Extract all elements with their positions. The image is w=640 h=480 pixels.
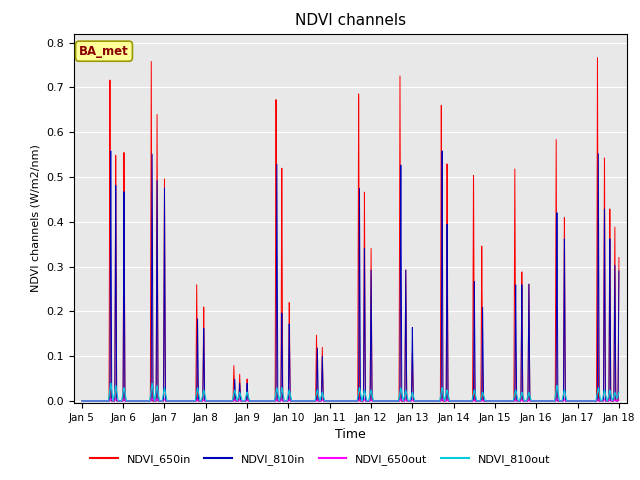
Y-axis label: NDVI channels (W/m2/nm): NDVI channels (W/m2/nm) (31, 144, 40, 292)
Legend: NDVI_650in, NDVI_810in, NDVI_650out, NDVI_810out: NDVI_650in, NDVI_810in, NDVI_650out, NDV… (85, 450, 555, 469)
NDVI_810in (284, 398, 291, 404)
Line: NDVI_810in: NDVI_810in (82, 151, 619, 401)
Line: NDVI_810out: NDVI_810out (82, 383, 619, 401)
NDVI_650in (520, 398, 527, 404)
NDVI_650out (479, 397, 486, 403)
NDVI_810out (400, 395, 408, 400)
Title: NDVI channels: NDVI channels (295, 13, 406, 28)
NDVI_810out (284, 396, 291, 402)
NDVI_810in (400, 398, 408, 404)
Line: NDVI_650in: NDVI_650in (82, 58, 619, 401)
NDVI_650out (284, 398, 291, 404)
NDVI_650out (520, 398, 527, 404)
NDVI_650in (284, 398, 291, 404)
NDVI_650out (78, 398, 86, 404)
NDVI_650out (615, 397, 623, 403)
NDVI_650out (400, 398, 408, 404)
X-axis label: Time: Time (335, 429, 366, 442)
NDVI_650in (479, 383, 486, 389)
NDVI_810out (78, 398, 86, 404)
NDVI_810in (78, 398, 86, 404)
NDVI_650in (78, 398, 86, 404)
Line: NDVI_650out: NDVI_650out (82, 399, 619, 401)
NDVI_810out (520, 395, 527, 401)
NDVI_650out (107, 396, 115, 402)
NDVI_810out (107, 380, 115, 386)
NDVI_810out (176, 398, 184, 404)
NDVI_810in (520, 398, 527, 404)
NDVI_810out (428, 398, 435, 404)
Text: BA_met: BA_met (79, 45, 129, 58)
NDVI_810in (428, 398, 435, 404)
NDVI_650in (615, 255, 623, 261)
NDVI_810out (615, 389, 623, 395)
NDVI_810in (438, 148, 446, 154)
NDVI_810in (479, 315, 486, 321)
NDVI_810out (479, 389, 486, 395)
NDVI_650in (175, 398, 183, 404)
NDVI_650in (594, 55, 602, 60)
NDVI_650in (400, 398, 408, 404)
NDVI_810in (615, 268, 623, 274)
NDVI_650in (428, 398, 435, 404)
NDVI_650out (428, 398, 435, 404)
NDVI_810in (175, 398, 183, 404)
NDVI_650out (176, 398, 184, 404)
